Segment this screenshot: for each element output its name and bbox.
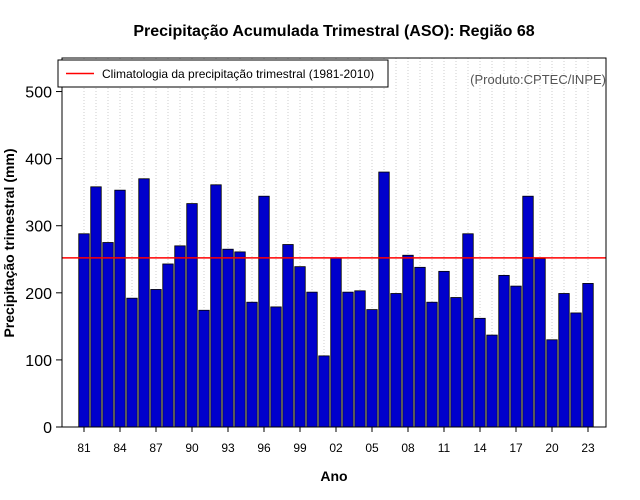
x-tick-label: 87: [149, 441, 163, 455]
bar-2018: [522, 195, 534, 428]
bar-1990: [186, 203, 198, 428]
bar-2013: [462, 233, 474, 428]
x-axis-title: Ano: [320, 468, 347, 484]
x-tick-label: 20: [545, 441, 559, 455]
bar-1986: [138, 178, 150, 428]
x-tick-label: 81: [77, 441, 91, 455]
bar-2007: [390, 293, 402, 428]
x-tick-label: 90: [185, 441, 199, 455]
x-tick-label: 08: [401, 441, 415, 455]
bar-2020: [546, 339, 558, 428]
bar-1981: [78, 233, 90, 428]
bar-1982: [90, 186, 102, 428]
chart-title: Precipitação Acumulada Trimestral (ASO):…: [133, 23, 534, 40]
bar-1988: [162, 263, 174, 428]
legend: Climatologia da precipitação trimestral …: [57, 59, 389, 88]
legend-box: [57, 59, 389, 88]
bar-1984: [114, 189, 126, 428]
bar-1987: [150, 289, 162, 428]
x-tick-label: 84: [113, 441, 127, 455]
y-tick-label: 200: [25, 286, 52, 303]
bar-2023: [582, 283, 594, 428]
legend-label: Climatologia da precipitação trimestral …: [102, 67, 374, 81]
bar-2004: [354, 290, 366, 428]
bar-2019: [534, 258, 546, 428]
bar-1992: [210, 184, 222, 428]
bar-2003: [342, 291, 354, 428]
bar-1993: [222, 248, 234, 428]
y-axis-title: Precipitação trimestral (mm): [1, 148, 17, 337]
axis-layer: 0 100 200 300 400 500 81 84 87 90 93 96 99 02 05 08 11 14…: [25, 85, 595, 455]
x-tick-label: 17: [509, 441, 523, 455]
bar-2022: [570, 312, 582, 428]
bar-2016: [498, 274, 510, 428]
bar-2012: [450, 297, 462, 428]
bar-1996: [258, 195, 270, 428]
bar-2005: [366, 309, 378, 428]
bar-layer: [78, 171, 594, 428]
bar-2011: [438, 270, 450, 428]
y-tick-label: 500: [25, 85, 52, 102]
bar-1983: [102, 242, 114, 428]
y-tick-label: 400: [25, 152, 52, 169]
y-tick-label: 300: [25, 219, 52, 236]
x-tick-label: 23: [581, 441, 595, 455]
bar-2001: [318, 355, 330, 428]
bar-2009: [414, 266, 426, 428]
bar-1997: [270, 306, 282, 428]
x-tick-label: 96: [257, 441, 271, 455]
y-tick-label: 0: [43, 420, 52, 437]
bar-1998: [282, 244, 294, 428]
bar-2014: [474, 317, 486, 428]
bar-2017: [510, 285, 522, 428]
bar-2002: [330, 257, 342, 428]
bar-2021: [558, 293, 570, 428]
x-tick-label: 02: [329, 441, 343, 455]
plot-frame: [61, 57, 607, 428]
bar-2008: [402, 254, 414, 428]
bar-1999: [294, 266, 306, 428]
bar-2010: [426, 301, 438, 428]
x-tick-label: 14: [473, 441, 487, 455]
bar-1985: [126, 297, 138, 428]
x-tick-label: 99: [293, 441, 307, 455]
y-tick-label: 100: [25, 353, 52, 370]
bar-2015: [486, 334, 498, 428]
bar-1994: [234, 251, 246, 428]
bar-1995: [246, 301, 258, 428]
x-tick-label: 05: [365, 441, 379, 455]
bar-1989: [174, 245, 186, 428]
product-credit: (Produto:CPTEC/INPE): [470, 72, 606, 87]
x-tick-label: 93: [221, 441, 235, 455]
bar-2000: [306, 291, 318, 428]
bar-2006: [378, 171, 390, 428]
bar-1991: [198, 309, 210, 428]
x-tick-label: 11: [438, 441, 451, 455]
